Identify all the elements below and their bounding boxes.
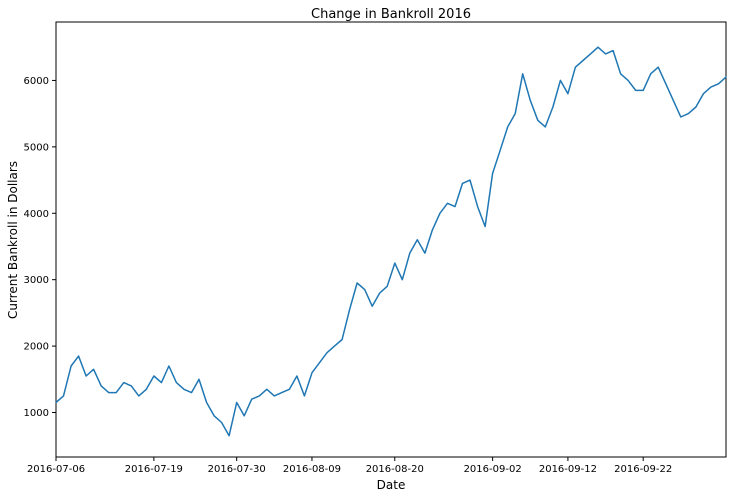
bankroll-series-line <box>55 46 727 437</box>
x-tick-label: 2016-08-09 <box>283 464 341 475</box>
x-axis: 2016-07-06 2016-07-19 2016-07-30 2016-08-09… <box>27 457 672 475</box>
x-tick-label: 2016-08-20 <box>366 464 424 475</box>
x-tick-label: 2016-09-02 <box>464 464 522 475</box>
series-group <box>55 46 727 437</box>
y-tick-label: 5000 <box>24 142 49 153</box>
x-tick-label: 2016-09-22 <box>614 464 672 475</box>
x-tick-label: 2016-07-30 <box>208 464 266 475</box>
y-tick-label: 2000 <box>24 342 49 353</box>
x-tick-label: 2016-07-06 <box>27 464 85 475</box>
x-tick-label: 2016-09-12 <box>539 464 597 475</box>
y-tick-label: 1000 <box>24 408 49 419</box>
y-tick-label: 3000 <box>24 275 49 286</box>
x-tick-label: 2016-07-19 <box>125 464 183 475</box>
y-tick-label: 6000 <box>24 76 49 87</box>
x-axis-label: Date <box>377 478 406 492</box>
y-axis: 1000 2000 3000 4000 5000 6000 <box>24 76 56 419</box>
y-axis-label: Current Bankroll in Dollars <box>6 161 20 319</box>
chart-title: Change in Bankroll 2016 <box>311 7 471 22</box>
plot-frame <box>55 21 727 458</box>
y-tick-label: 4000 <box>24 209 49 220</box>
